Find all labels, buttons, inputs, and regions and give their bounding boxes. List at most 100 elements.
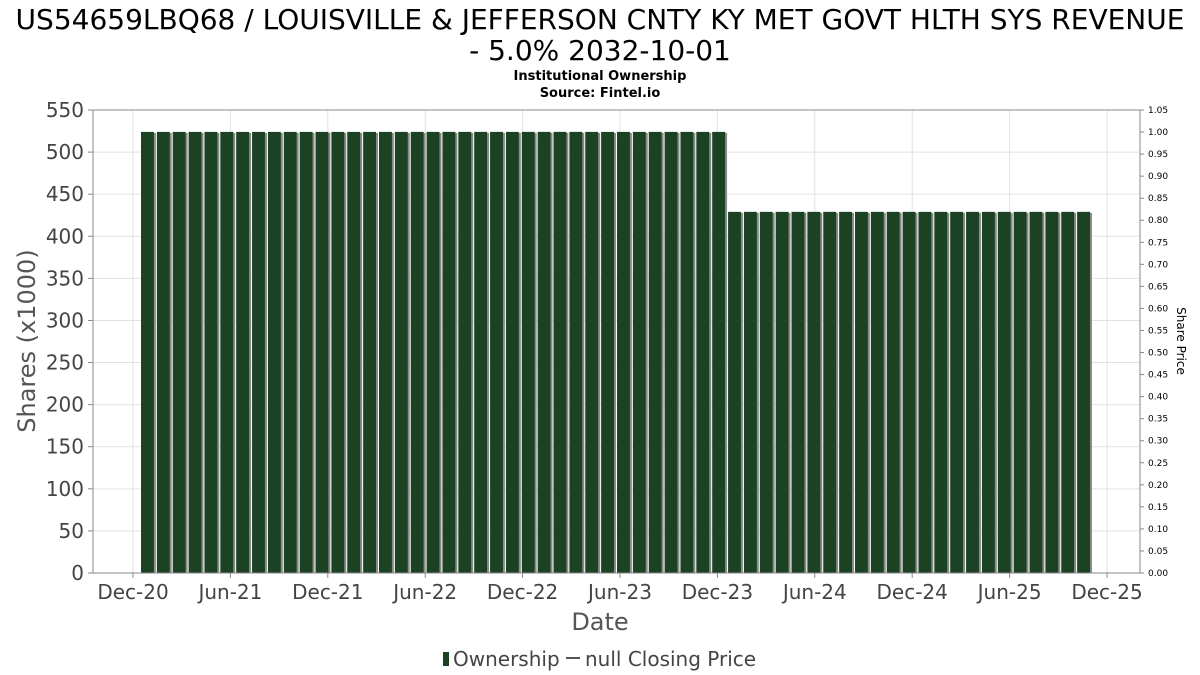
ownership-bar bbox=[410, 131, 424, 573]
y2-tick-label: 0.55 bbox=[1148, 326, 1168, 336]
ownership-bar bbox=[236, 131, 250, 573]
x-axis-ticks: Dec-20 Jun-21 Dec-21 Jun-22 Dec-22 Jun-23 Dec-… bbox=[97, 573, 1143, 604]
ownership-bar bbox=[870, 211, 884, 574]
ownership-bar bbox=[807, 211, 821, 574]
legend: Ownership null Closing Price bbox=[443, 647, 756, 671]
y-axis-title: Shares (x1000) bbox=[13, 249, 41, 432]
ownership-bar bbox=[728, 211, 741, 574]
ownership-bar bbox=[696, 131, 710, 573]
ownership-bar bbox=[347, 131, 361, 573]
y2-tick-label: 0.15 bbox=[1148, 503, 1168, 513]
ownership-bar bbox=[632, 131, 646, 573]
ownership-bar bbox=[585, 131, 599, 573]
ownership-bar bbox=[442, 131, 456, 573]
ownership-bar bbox=[839, 211, 852, 574]
ownership-bar bbox=[997, 211, 1011, 574]
ownership-bar bbox=[1029, 211, 1043, 574]
ownership-bar bbox=[950, 211, 964, 574]
ownership-bar bbox=[490, 131, 503, 573]
ownership-bar bbox=[283, 131, 297, 573]
y2-tick-label: 0.20 bbox=[1148, 481, 1168, 491]
ownership-bar bbox=[759, 211, 773, 574]
ownership-bar bbox=[886, 211, 900, 574]
legend-price-label: null Closing Price bbox=[585, 647, 756, 671]
y2-tick-label: 0.30 bbox=[1148, 437, 1168, 447]
y2-axis-ticks: 0.00 0.05 0.10 0.15 0.20 0.25 0.30 0.35 0.40 0.45… bbox=[1140, 106, 1168, 579]
plot-frame bbox=[92, 109, 1141, 574]
ownership-bar bbox=[141, 131, 154, 573]
ownership-bar bbox=[474, 131, 488, 573]
ownership-bar bbox=[648, 131, 662, 573]
x-tick-label: Dec-24 bbox=[877, 580, 948, 604]
y-axis-ticks: 0 50 100 150 200 250 300 350 400 450 500 550 bbox=[46, 98, 93, 585]
x-tick-label: Jun-23 bbox=[586, 580, 652, 604]
x-tick-label: Jun-24 bbox=[781, 580, 847, 604]
x-tick-label: Dec-25 bbox=[1071, 580, 1142, 604]
bars bbox=[141, 131, 1092, 574]
ownership-bar bbox=[775, 211, 789, 574]
ownership-bar bbox=[1077, 211, 1090, 574]
plot-area bbox=[92, 109, 1141, 574]
ownership-bar bbox=[188, 131, 202, 573]
y2-tick-label: 0.10 bbox=[1148, 525, 1168, 535]
ownership-bar bbox=[1013, 211, 1027, 574]
ownership-bar bbox=[791, 211, 805, 574]
y2-tick-label: 0.80 bbox=[1148, 216, 1168, 226]
chart-title-line1: US54659LBQ68 / LOUISVILLE & JEFFERSON CN… bbox=[16, 3, 1185, 36]
y-tick-label: 500 bbox=[46, 140, 84, 164]
plot-background bbox=[93, 110, 1140, 573]
y2-tick-label: 0.35 bbox=[1148, 415, 1168, 425]
ownership-bar bbox=[1045, 211, 1059, 574]
y2-tick-label: 1.00 bbox=[1148, 128, 1168, 138]
ownership-bar bbox=[743, 211, 757, 574]
y2-tick-label: 0.60 bbox=[1148, 304, 1168, 314]
ownership-bar bbox=[204, 131, 218, 573]
y-tick-label: 200 bbox=[46, 393, 84, 417]
y2-tick-label: 0.45 bbox=[1148, 371, 1168, 381]
ownership-bar bbox=[902, 211, 916, 574]
y-tick-label: 250 bbox=[46, 351, 84, 375]
x-tick-label: Dec-22 bbox=[487, 580, 558, 604]
ownership-bar bbox=[1061, 211, 1075, 574]
legend-ownership-label: Ownership bbox=[453, 647, 560, 671]
chart-subtitle: Institutional Ownership bbox=[514, 69, 687, 84]
y-tick-label: 150 bbox=[46, 435, 84, 459]
y2-tick-label: 0.05 bbox=[1148, 547, 1168, 557]
ownership-bar bbox=[363, 131, 376, 573]
ownership-bar bbox=[299, 131, 313, 573]
x-tick-label: Jun-22 bbox=[391, 580, 457, 604]
ownership-bar bbox=[267, 131, 281, 573]
y2-tick-label: 0.95 bbox=[1148, 150, 1168, 160]
x-tick-label: Jun-25 bbox=[976, 580, 1042, 604]
ownership-bar bbox=[855, 211, 868, 574]
ownership-bar bbox=[156, 131, 170, 573]
y2-axis-title: Share Price bbox=[1174, 307, 1188, 375]
ownership-bar bbox=[394, 131, 408, 573]
ownership-bar bbox=[823, 211, 837, 574]
y2-tick-label: 1.05 bbox=[1148, 106, 1168, 116]
y-tick-label: 300 bbox=[46, 308, 84, 332]
ownership-bar bbox=[569, 131, 583, 573]
ownership-bar bbox=[934, 211, 948, 574]
y2-tick-label: 0.85 bbox=[1148, 194, 1168, 204]
ownership-bar bbox=[252, 131, 265, 573]
ownership-bar bbox=[664, 131, 678, 573]
y-tick-label: 50 bbox=[59, 519, 84, 543]
y-tick-label: 0 bbox=[71, 561, 84, 585]
ownership-bar bbox=[981, 211, 995, 574]
ownership-bar bbox=[505, 131, 519, 573]
y-tick-label: 450 bbox=[46, 182, 84, 206]
ownership-bar bbox=[553, 131, 567, 573]
ownership-bar bbox=[680, 131, 694, 573]
y2-tick-label: 0.70 bbox=[1148, 260, 1168, 270]
ownership-bar bbox=[331, 131, 345, 573]
x-axis-title: Date bbox=[571, 608, 628, 636]
ownership-bar bbox=[458, 131, 472, 573]
x-tick-label: Jun-21 bbox=[196, 580, 262, 604]
x-tick-label: Dec-20 bbox=[97, 580, 168, 604]
y-tick-label: 400 bbox=[46, 224, 84, 248]
ownership-bar bbox=[315, 131, 329, 573]
chart-title-line2: - 5.0% 2032-10-01 bbox=[469, 34, 731, 67]
chart-source: Source: Fintel.io bbox=[540, 86, 661, 101]
y2-tick-label: 0.00 bbox=[1148, 569, 1168, 579]
